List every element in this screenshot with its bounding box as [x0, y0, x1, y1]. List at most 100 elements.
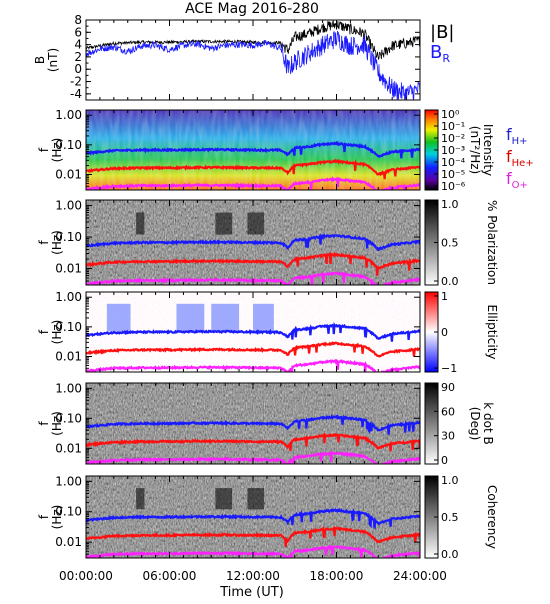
wave-event-patch	[136, 488, 145, 510]
colorbar-tick-label: −1	[441, 362, 457, 375]
legend-he-plus: fHe+	[506, 147, 534, 169]
x-tick-label: 18:00:00	[310, 569, 364, 583]
legend-sub: H+	[512, 136, 528, 147]
x-tick-label: 24:00:00	[393, 569, 447, 583]
y-tick-label: -4	[70, 87, 82, 101]
f-he-plus-line	[86, 525, 420, 547]
y-tick-label: 1.00	[55, 474, 82, 488]
f-he-plus-line	[86, 158, 420, 180]
legend-b-r: BR	[430, 42, 450, 65]
colorbar-tick-label: 0	[441, 326, 448, 339]
y-axis-label-unit: (nT)	[46, 48, 60, 72]
colorbar-label: % Polarization	[485, 200, 499, 285]
y-axis-label: f(Hz)	[37, 411, 64, 436]
x-axis-label: Time (UT)	[219, 585, 284, 600]
wave-event-patch	[247, 212, 265, 235]
y-axis-label-unit: (Hz)	[50, 505, 64, 530]
magnetic-field-plot	[85, 20, 421, 101]
ellipticity-wave-patch	[253, 303, 274, 332]
y-tick-label: 6	[74, 25, 82, 39]
colorbar-tick-label: 0.0	[441, 548, 459, 561]
f-h-plus-line	[86, 322, 420, 342]
colorbar-tick-label: 0.5	[441, 237, 459, 250]
spectrogram-panel-3	[86, 292, 420, 372]
y-axis-label-main: B	[33, 56, 47, 64]
legend-sub: O+	[512, 180, 528, 191]
colorbar-tick-label: 1	[441, 290, 448, 303]
colorbar-tick-label: 60	[441, 405, 455, 418]
colorbar-label: k dot B(Deg)	[468, 402, 495, 444]
colorbar-tick-label: 90	[441, 381, 455, 394]
figure-title: ACE Mag 2016-280	[185, 1, 319, 17]
y-axis-label-main: f	[37, 240, 51, 245]
colorbar-label: Intensity(nT²/Hz)	[468, 124, 495, 176]
colorbar-label-unit: (nT²/Hz)	[468, 126, 482, 174]
y-tick-label: 0.01	[55, 441, 82, 455]
y-tick-label: 0	[74, 62, 82, 76]
y-tick-label: -2	[70, 75, 82, 89]
colorbar-tick-label: 0.0	[441, 275, 459, 288]
y-tick-label: 0.10	[55, 505, 82, 519]
y-axis-label: f(Hz)	[37, 505, 64, 530]
legend-b-r-main: B	[430, 42, 442, 63]
legend-main: f	[506, 147, 512, 166]
ellipticity-wave-patch	[176, 303, 205, 332]
colorbar-label: Ellipticity	[485, 305, 499, 360]
colorbar-label-main: Coherency	[485, 485, 499, 549]
legend-o-plus: fO+	[506, 169, 528, 191]
f-he-plus-line	[86, 432, 420, 452]
colorbar-tick-label: 10⁰	[441, 108, 460, 121]
y-tick-label: 0.01	[55, 535, 82, 549]
legend-b-total: |B|	[430, 22, 454, 43]
f-he-plus-line	[86, 250, 420, 276]
y-axis-label-unit: (Hz)	[50, 320, 64, 345]
y-axis-label: f(Hz)	[37, 230, 64, 255]
y-tick-label: 0.10	[55, 320, 82, 334]
colorbar-tick-label: 10⁻³	[441, 144, 465, 157]
f-h-plus-line	[86, 507, 420, 529]
y-axis-label: f(Hz)	[37, 320, 64, 345]
y-axis-label-main: f	[37, 329, 51, 334]
colorbar-label-main: k dot B	[481, 402, 495, 444]
wave-event-patch	[247, 488, 265, 510]
f-he-plus-line	[86, 341, 420, 358]
spectrogram-panel-2	[86, 200, 420, 285]
colorbar-tick-label: 10⁻¹	[441, 120, 465, 133]
colorbar-label-main: Ellipticity	[485, 305, 499, 360]
colorbar-tick-label: 10⁻⁴	[441, 156, 466, 169]
y-axis-label-main: f	[37, 514, 51, 519]
y-axis-label-unit: (Hz)	[50, 411, 64, 436]
y-tick-label: 1.00	[55, 381, 82, 395]
legend-h-plus: fH+	[506, 125, 528, 147]
colorbar-tick-label: 0.5	[441, 511, 459, 524]
colorbar-tick-label: 1.0	[441, 198, 459, 211]
series-line-b-total	[85, 20, 420, 61]
y-axis-label-main: f	[37, 147, 51, 152]
colorbar-tick-label: 0	[441, 454, 448, 467]
y-tick-label: 0.10	[55, 411, 82, 425]
y-tick-label: 1.00	[55, 108, 82, 122]
series-line-b-r	[85, 30, 421, 101]
x-tick-label: 12:00:00	[226, 569, 280, 583]
y-tick-label: 4	[74, 38, 82, 52]
y-tick-label: 0.01	[55, 262, 82, 276]
y-tick-label: 0.10	[55, 138, 82, 152]
y-tick-label: 0.01	[55, 168, 82, 182]
spectrogram-panel-4	[86, 383, 420, 464]
colorbar-label: Coherency	[485, 485, 499, 549]
colorbar-label-main: Intensity	[481, 124, 495, 176]
colorbar-tick-label: 10⁻²	[441, 132, 465, 145]
y-axis-label-main: f	[37, 421, 51, 426]
colorbar-tick-label: 10⁻⁵	[441, 168, 465, 181]
y-axis-label: B(nT)	[33, 48, 60, 72]
wave-event-patch	[215, 488, 233, 510]
f-h-plus-line	[86, 140, 420, 159]
y-axis-label: f(Hz)	[37, 138, 64, 163]
legend-main: f	[506, 169, 512, 188]
colorbar-label-main: % Polarization	[485, 200, 499, 285]
y-tick-label: 2	[74, 50, 82, 64]
colorbar-tick-label: 10⁻⁶	[441, 180, 466, 193]
wave-event-patch	[136, 212, 145, 235]
legend-main: f	[506, 125, 512, 144]
colorbar	[424, 382, 439, 465]
